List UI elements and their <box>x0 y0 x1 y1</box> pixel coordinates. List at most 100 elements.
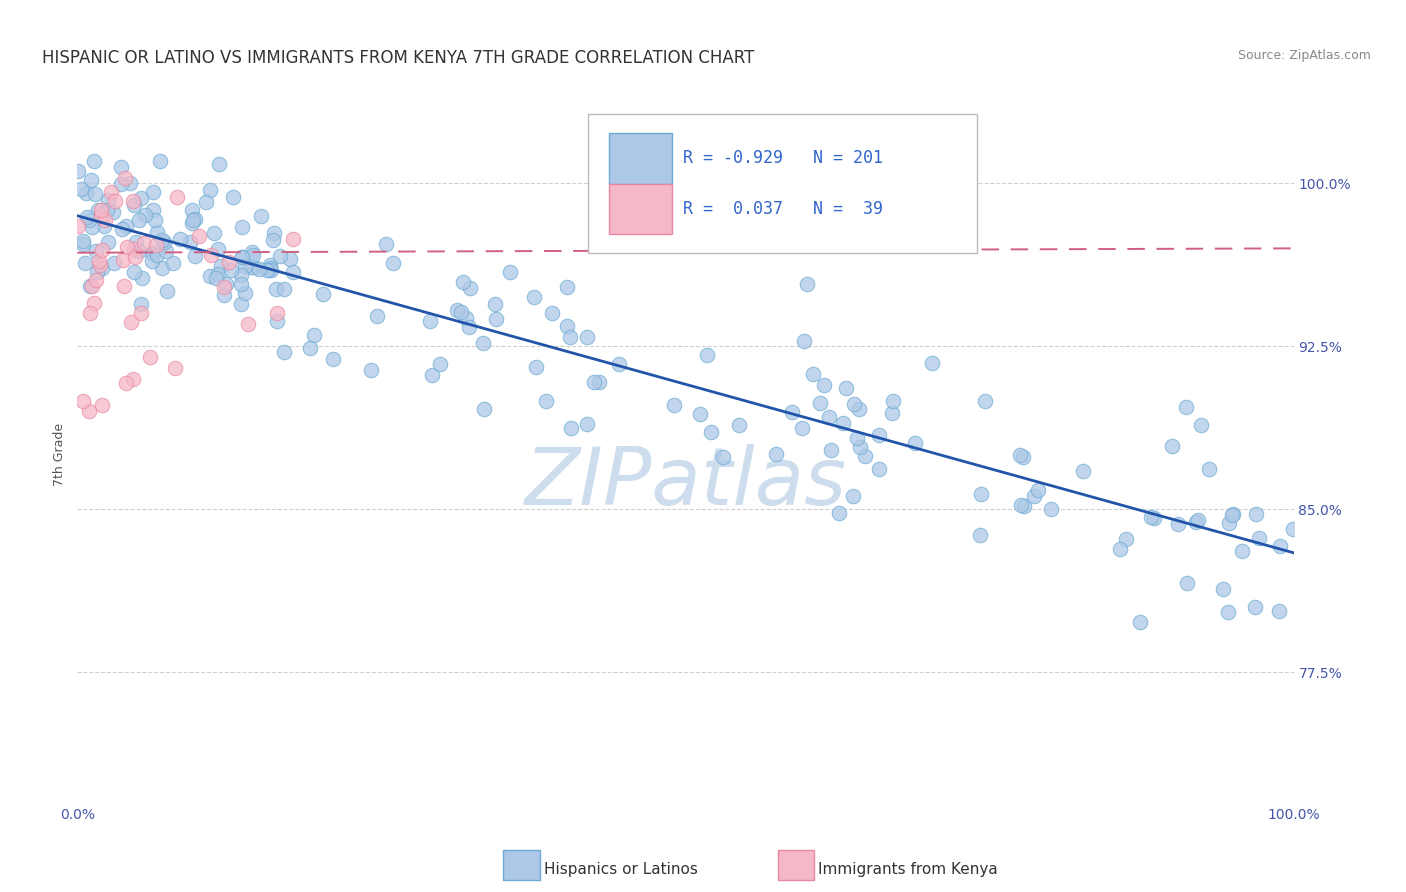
Point <box>793 334 815 348</box>
Point <box>575 329 598 343</box>
Text: HISPANIC OR LATINO VS IMMIGRANTS FROM KENYA 7TH GRADE CORRELATION CHART: HISPANIC OR LATINO VS IMMIGRANTS FROM KE… <box>42 49 755 67</box>
Point <box>801 367 824 381</box>
Point <box>131 271 153 285</box>
Point <box>832 417 855 431</box>
Y-axis label: 7th Grade: 7th Grade <box>52 424 66 486</box>
Point <box>115 240 138 254</box>
Point <box>278 252 301 266</box>
Point <box>163 360 186 375</box>
Point <box>76 211 98 225</box>
Point <box>250 209 273 223</box>
Point <box>582 375 605 389</box>
Point <box>90 243 112 257</box>
Point <box>73 256 96 270</box>
Point <box>110 178 132 192</box>
Text: ZIPatlas: ZIPatlas <box>524 443 846 522</box>
Point <box>728 418 751 433</box>
Point <box>128 244 150 259</box>
Point <box>458 281 481 295</box>
Point <box>1244 600 1267 615</box>
Point <box>1167 517 1189 532</box>
Point <box>141 245 163 260</box>
Point <box>474 402 496 417</box>
Point <box>84 244 107 258</box>
Point <box>560 421 582 435</box>
Point <box>1161 439 1184 453</box>
Point <box>446 302 468 317</box>
Point <box>231 219 253 234</box>
Text: Source: ZipAtlas.com: Source: ZipAtlas.com <box>1237 49 1371 62</box>
Point <box>70 182 93 196</box>
Point <box>112 278 135 293</box>
Point <box>79 306 101 320</box>
Point <box>813 377 835 392</box>
Point <box>129 297 152 311</box>
Point <box>104 194 127 208</box>
Point <box>77 213 100 227</box>
Point <box>711 450 734 464</box>
Point <box>283 265 305 279</box>
Point <box>523 290 546 304</box>
Point <box>166 190 188 204</box>
Point <box>1129 615 1152 629</box>
Point <box>1218 516 1240 530</box>
Point <box>122 198 145 212</box>
Point <box>1244 507 1267 521</box>
Point <box>112 252 135 267</box>
Point <box>607 357 630 371</box>
Point <box>312 287 335 301</box>
FancyBboxPatch shape <box>609 133 672 184</box>
Point <box>75 186 97 200</box>
Point <box>269 249 291 263</box>
Point <box>1008 448 1031 462</box>
Point <box>150 233 173 247</box>
Point <box>208 157 231 171</box>
Point <box>868 462 890 476</box>
Point <box>1115 532 1137 546</box>
Text: Immigrants from Kenya: Immigrants from Kenya <box>818 863 998 877</box>
Point <box>231 250 253 264</box>
Point <box>195 194 218 209</box>
Point <box>181 202 204 217</box>
Point <box>273 345 295 359</box>
Point <box>848 402 870 417</box>
Point <box>1268 603 1291 617</box>
Point <box>382 256 405 270</box>
Point <box>299 341 322 355</box>
Point <box>83 295 105 310</box>
Point <box>790 421 813 435</box>
Text: R =  0.037   N =  39: R = 0.037 N = 39 <box>683 201 883 219</box>
Point <box>233 259 256 273</box>
Point <box>375 237 398 252</box>
Point <box>125 235 148 249</box>
Point <box>90 398 112 412</box>
Point <box>120 315 142 329</box>
Point <box>1220 508 1243 522</box>
Point <box>259 258 281 272</box>
Point <box>1177 575 1199 590</box>
Point <box>259 261 281 276</box>
Point <box>419 314 441 328</box>
Point <box>1139 510 1161 524</box>
Point <box>134 208 156 222</box>
Point <box>86 265 108 279</box>
Point <box>218 255 240 269</box>
Point <box>142 202 165 217</box>
Point <box>180 216 202 230</box>
Point <box>96 202 118 217</box>
Point <box>79 279 101 293</box>
Point <box>257 262 280 277</box>
Point <box>111 221 134 235</box>
Point <box>143 212 166 227</box>
Point <box>183 213 205 227</box>
Point <box>1026 483 1049 497</box>
Point <box>868 428 890 442</box>
Point <box>200 183 222 197</box>
Point <box>454 311 477 326</box>
Point <box>87 202 110 217</box>
Point <box>97 235 120 250</box>
Point <box>115 376 138 391</box>
Point <box>66 219 89 233</box>
Point <box>765 447 787 461</box>
Point <box>79 404 101 418</box>
